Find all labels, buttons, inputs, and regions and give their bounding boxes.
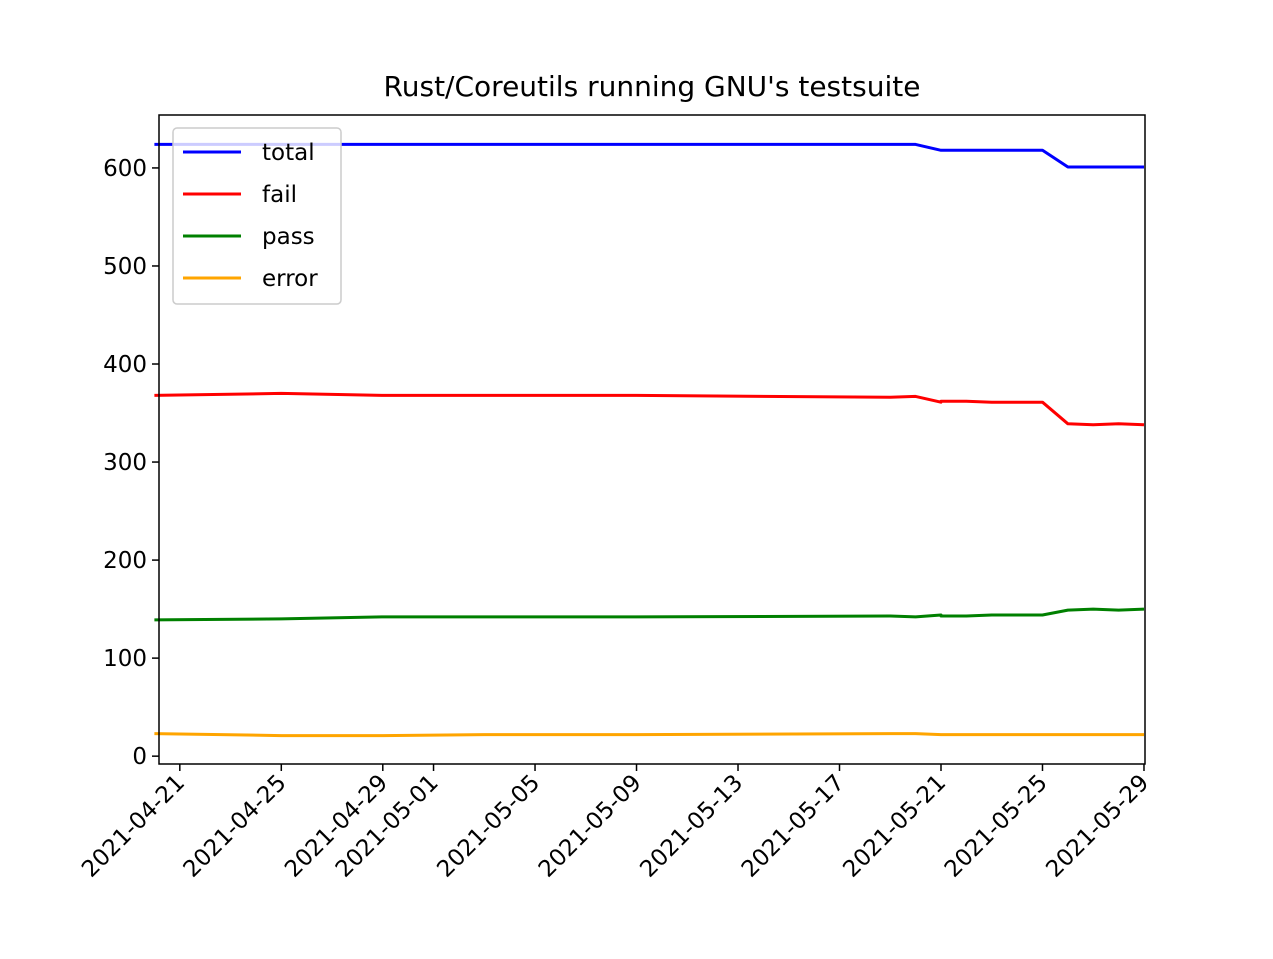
chart-title: Rust/Coreutils running GNU's testsuite bbox=[384, 70, 921, 103]
y-tick-label: 100 bbox=[103, 646, 147, 672]
y-tick-label: 300 bbox=[103, 450, 147, 476]
y-tick-label: 600 bbox=[103, 156, 147, 182]
y-axis: 0 100 200 300 400 500 600 bbox=[103, 156, 159, 770]
plot-frame bbox=[158, 114, 1146, 765]
legend-box bbox=[172, 127, 342, 305]
y-tick-label: 500 bbox=[103, 254, 147, 280]
y-tick-label: 400 bbox=[103, 352, 147, 378]
series-layer bbox=[154, 142, 1145, 738]
series-line-error bbox=[154, 732, 1144, 738]
y-tick-label: 0 bbox=[132, 744, 147, 770]
legend-label-fail: fail bbox=[262, 182, 297, 208]
series-line-total bbox=[154, 142, 1144, 169]
legend-label-pass: pass bbox=[262, 224, 315, 250]
legend-label-error: error bbox=[262, 266, 318, 292]
series-line-fail bbox=[154, 391, 1145, 427]
legend: total fail pass error bbox=[172, 127, 342, 305]
y-tick-label: 200 bbox=[103, 548, 147, 574]
legend-label-total: total bbox=[262, 140, 315, 166]
series-line-pass bbox=[154, 607, 1145, 622]
